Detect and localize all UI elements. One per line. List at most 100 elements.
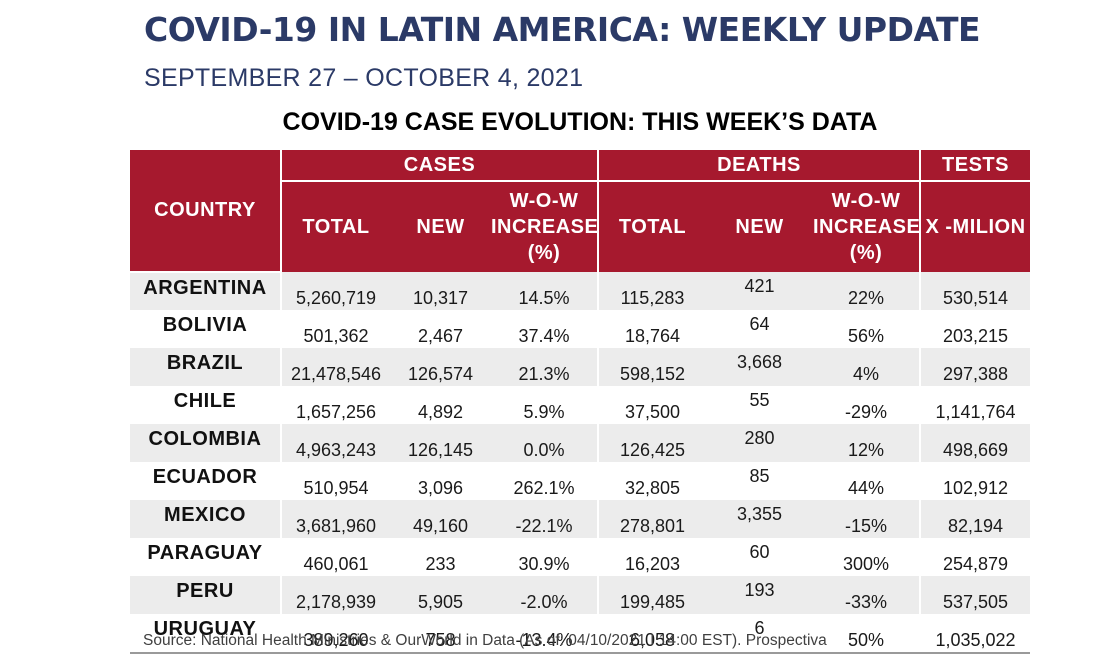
header-deaths-wow-line2: INCREASE (813, 216, 921, 238)
deaths-new: 55 (749, 390, 770, 410)
deaths-total: 32,805 (624, 478, 681, 498)
header-cases-group: CASES (281, 150, 599, 182)
date-range-subtitle: SEPTEMBER 27 – OCTOBER 4, 2021 (144, 64, 584, 92)
deaths-wow: 44% (813, 462, 922, 500)
cases-new: 126,574 (390, 348, 491, 386)
deaths-new: 3,668 (706, 348, 813, 386)
source-note: Source: National Health Ministries & Our… (143, 632, 827, 649)
table-body: ARGENTINA 5,260,719 10,317 14.5% 115,283… (130, 272, 1031, 654)
tests-per-million: 82,194 (920, 500, 1031, 538)
deaths-total: 6,058 (598, 614, 706, 654)
table-row: URUGUAY 389,260 758 -13.4% 6,058 6 50% 1… (130, 614, 1031, 654)
table-row: MEXICO 3,681,960 49,160 -22.1% 278,801 3… (130, 500, 1031, 538)
deaths-new: 6 (706, 614, 813, 654)
header-cases-wow-line3: (%) (527, 242, 561, 264)
country-name: PARAGUAY (130, 538, 282, 576)
table-title: COVID-19 CASE EVOLUTION: THIS WEEK’S DAT… (282, 108, 878, 136)
country-name: ARGENTINA (130, 272, 282, 310)
deaths-wow: 22% (813, 272, 922, 310)
deaths-total: 278,801 (598, 500, 706, 538)
header-tests-per-million: X -MILION (920, 181, 1031, 272)
tests-per-million: 203,215 (942, 326, 1009, 346)
deaths-total: 16,203 (624, 554, 681, 574)
header-deaths-total: TOTAL (598, 181, 706, 272)
cases-new: 2,467 (417, 326, 464, 346)
deaths-wow: 50% (813, 614, 922, 654)
header-deaths-wow: W-O-W INCREASE (%) (813, 181, 922, 272)
tests-per-million: 102,912 (942, 478, 1009, 498)
header-deaths-wow-line3: (%) (849, 242, 883, 264)
country-name: BOLIVIA (130, 310, 282, 348)
header-deaths-new: NEW (706, 181, 813, 272)
deaths-wow: -15% (813, 500, 922, 538)
country-name: PERU (130, 576, 282, 614)
cases-wow: 0.0% (491, 424, 599, 462)
deaths-wow: 56% (813, 310, 922, 348)
deaths-wow: -29% (813, 386, 922, 424)
cases-wow: 21.3% (491, 348, 599, 386)
tests-per-million: 297,388 (920, 348, 1031, 386)
deaths-new: 60 (749, 542, 770, 562)
deaths-new: 280 (706, 424, 813, 462)
deaths-total: 37,500 (624, 402, 681, 422)
cases-total: 389,260 (281, 614, 390, 654)
deaths-total: 18,764 (624, 326, 681, 346)
cases-new: 49,160 (390, 500, 491, 538)
cases-new: 5,905 (390, 576, 491, 614)
deaths-new: 64 (749, 314, 770, 334)
deaths-new: 85 (749, 466, 770, 486)
tests-per-million: 254,879 (942, 554, 1009, 574)
cases-total: 501,362 (303, 326, 369, 346)
table-row: ARGENTINA 5,260,719 10,317 14.5% 115,283… (130, 272, 1031, 310)
deaths-wow: 12% (813, 424, 922, 462)
cases-new: 233 (425, 554, 456, 574)
country-name: ECUADOR (130, 462, 282, 500)
table-row: BOLIVIA 501,362 2,467 37.4% 18,764 64 56… (130, 310, 1030, 348)
cases-new: 126,145 (390, 424, 491, 462)
cases-total: 21,478,546 (281, 348, 390, 386)
table-row: PERU 2,178,939 5,905 -2.0% 199,485 193 -… (130, 576, 1031, 614)
cases-wow: -13.4% (491, 614, 599, 654)
tests-per-million: 1,035,022 (920, 614, 1031, 654)
cases-new: 10,317 (390, 272, 491, 310)
header-deaths-wow-line1: W-O-W (831, 190, 901, 212)
deaths-wow: 300% (813, 538, 922, 576)
cases-total: 4,963,243 (281, 424, 390, 462)
table-row: BRAZIL 21,478,546 126,574 21.3% 598,152 … (130, 348, 1031, 386)
cases-wow: 14.5% (491, 272, 599, 310)
table-row: ECUADOR 510,954 3,096 262.1% 32,805 85 4… (130, 462, 1030, 500)
cases-total: 1,657,256 (295, 402, 377, 422)
country-name: MEXICO (130, 500, 282, 538)
cases-total: 2,178,939 (281, 576, 390, 614)
cases-wow: 37.4% (491, 310, 599, 348)
header-tests-group: TESTS (920, 150, 1031, 182)
cases-new: 4,892 (417, 402, 464, 422)
deaths-total: 115,283 (598, 272, 706, 310)
tests-per-million: 1,141,764 (935, 402, 1016, 422)
deaths-wow: -33% (813, 576, 922, 614)
country-name: URUGUAY (130, 614, 282, 654)
country-name: CHILE (130, 386, 282, 424)
header-cases-wow-line2: INCREASE (491, 216, 599, 238)
cases-new: 758 (390, 614, 491, 654)
tests-per-million: 498,669 (920, 424, 1031, 462)
table-row: COLOMBIA 4,963,243 126,145 0.0% 126,425 … (130, 424, 1031, 462)
header-deaths-group: DEATHS (598, 150, 922, 182)
deaths-total: 598,152 (598, 348, 706, 386)
header-cases-wow: W-O-W INCREASE (%) (491, 181, 599, 272)
deaths-total: 199,485 (598, 576, 706, 614)
cases-wow: -22.1% (491, 500, 599, 538)
cases-new: 3,096 (417, 478, 464, 498)
deaths-total: 126,425 (598, 424, 706, 462)
page-title: COVID-19 IN LATIN AMERICA: WEEKLY UPDATE (144, 10, 981, 49)
covid-data-table: COUNTRY CASES DEATHS TESTS TOTAL NEW W-O… (130, 150, 1031, 654)
deaths-wow: 4% (813, 348, 922, 386)
header-country: COUNTRY (130, 150, 282, 273)
header-cases-total: TOTAL (281, 181, 390, 272)
tests-per-million: 530,514 (920, 272, 1031, 310)
cases-wow: 30.9% (491, 538, 599, 576)
deaths-new: 421 (706, 272, 813, 310)
cases-wow: -2.0% (491, 576, 599, 614)
cases-total: 5,260,719 (281, 272, 390, 310)
country-name: COLOMBIA (130, 424, 282, 462)
